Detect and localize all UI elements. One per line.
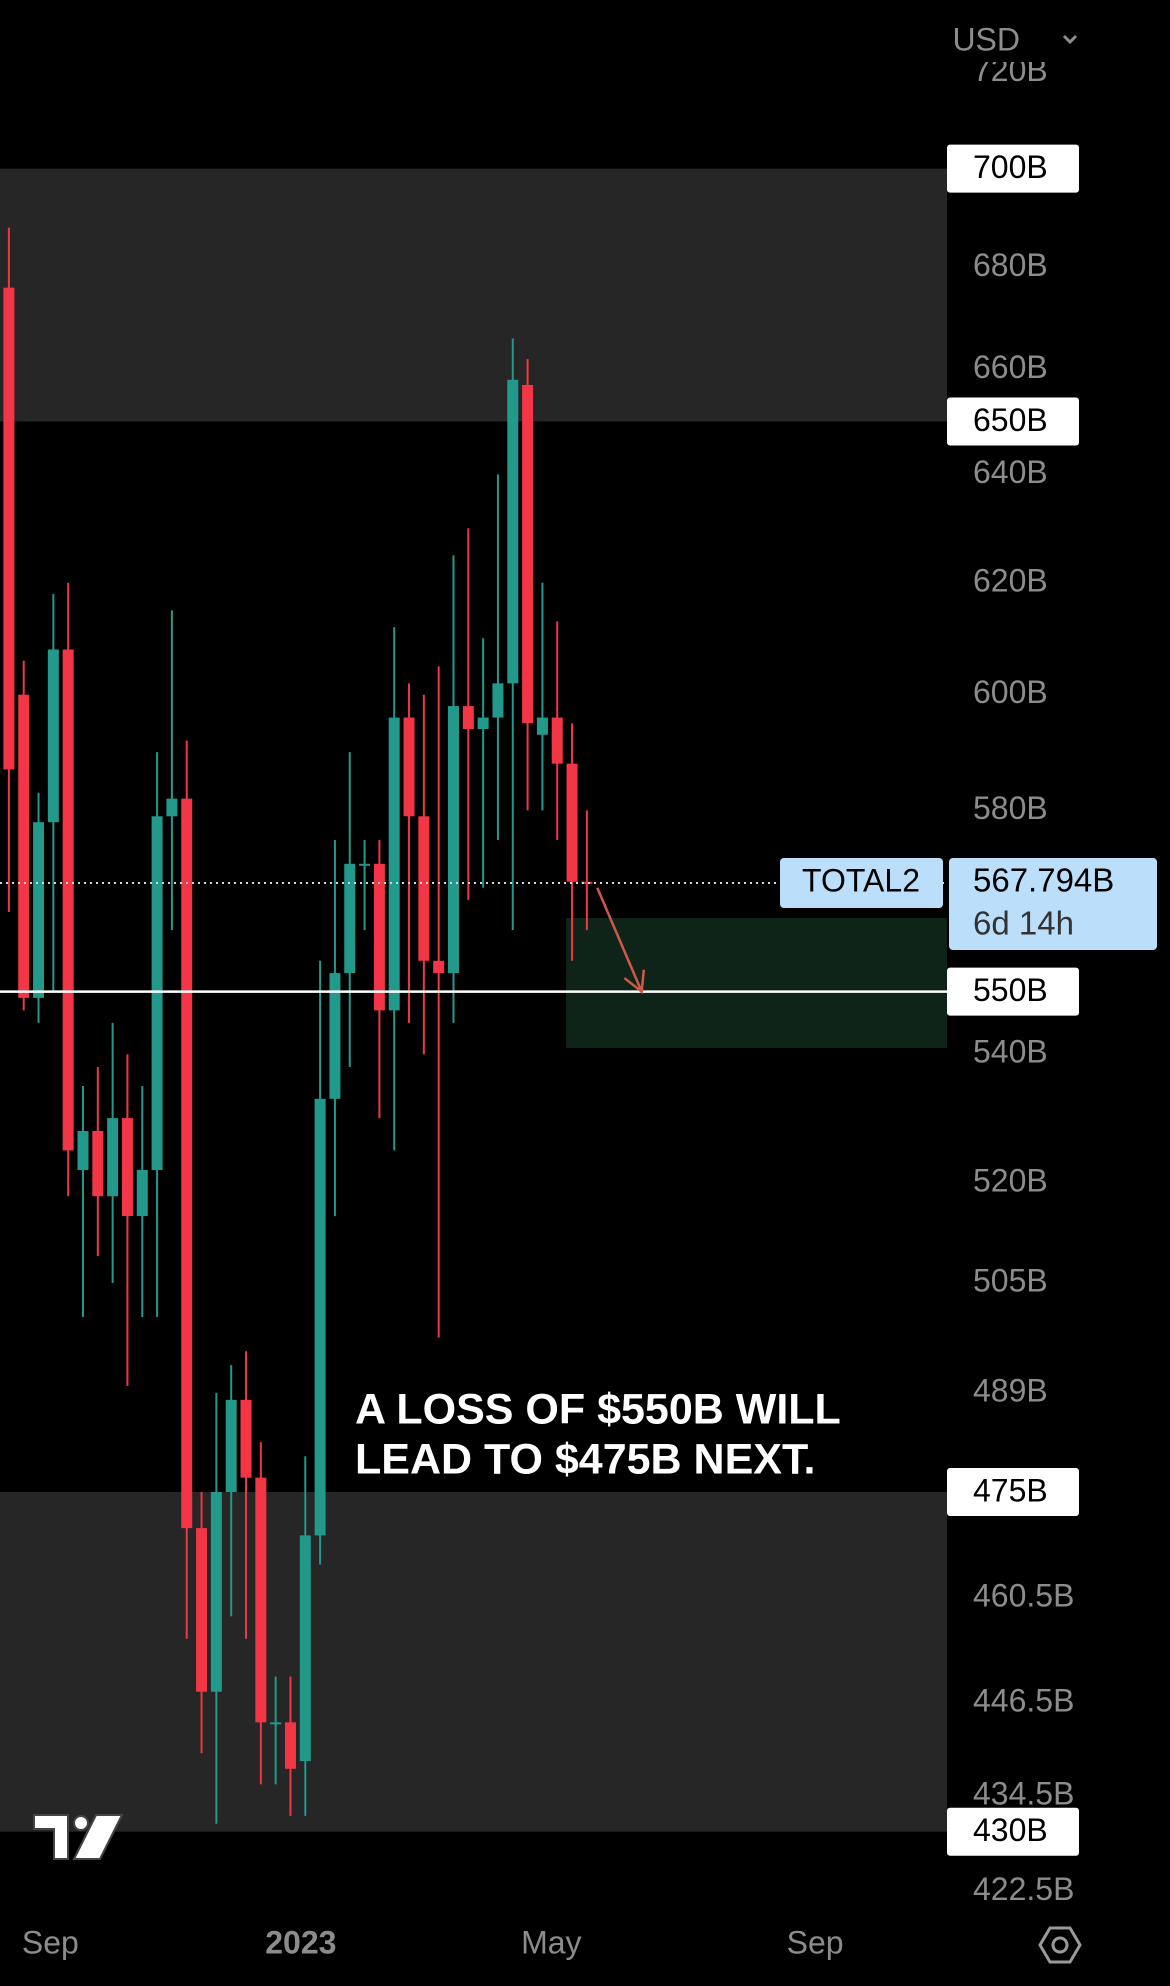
candle-body (225, 1399, 237, 1493)
y-tick-label: 422.5B (973, 1871, 1074, 1907)
candle-body (359, 863, 371, 866)
annotation: LEAD TO $475B NEXT. (355, 1435, 815, 1483)
y-tick-label: 505B (973, 1262, 1048, 1298)
y-tick-label: 460.5B (973, 1577, 1074, 1613)
last-price-label: 567.794B (973, 862, 1114, 899)
x-tick-label: May (521, 1924, 581, 1960)
y-tick-label: 446.5B (973, 1683, 1074, 1719)
candle-body (329, 973, 341, 1099)
candle-body (151, 816, 163, 1170)
candle-body (33, 822, 45, 998)
level-label-bg (947, 397, 1079, 446)
candle-body (536, 717, 548, 735)
candle-body (507, 379, 519, 684)
candle-body (166, 798, 178, 817)
level-label: 650B (973, 402, 1048, 438)
candle-body (270, 1722, 282, 1725)
candle-body (255, 1477, 267, 1723)
level-label-bg (947, 1807, 1079, 1856)
x-tick-label: 2023 (265, 1924, 336, 1960)
candle-body (62, 649, 74, 1151)
y-tick-label: 600B (973, 674, 1048, 710)
y-tick-label: 580B (973, 790, 1048, 826)
candle-body (3, 287, 15, 770)
candle-body (551, 717, 563, 764)
x-tick-label: Sep (22, 1924, 79, 1960)
candle-body (240, 1399, 252, 1478)
candle-body (210, 1492, 222, 1692)
candle-body (136, 1169, 148, 1217)
candle-body (18, 694, 30, 998)
candle-body (403, 717, 415, 817)
candle-body (92, 1130, 104, 1197)
symbol-label-bg (780, 858, 943, 909)
candle-body (433, 960, 445, 974)
tradingview-logo (33, 1814, 124, 1860)
level-label-bg (947, 1468, 1079, 1517)
candle-body (77, 1130, 89, 1170)
candle-body (181, 798, 193, 1529)
candle-body (566, 763, 578, 882)
annotation: A LOSS OF $550B WILL (355, 1385, 841, 1433)
y-tick-label: 620B (973, 562, 1048, 598)
arrow-head (623, 969, 646, 995)
y-tick-label: 540B (973, 1034, 1048, 1070)
y-tick-label: 640B (973, 454, 1048, 490)
level-label: 475B (973, 1472, 1048, 1508)
candle-body (344, 863, 356, 974)
level-label: 700B (973, 149, 1048, 185)
symbol-label: TOTAL2 (802, 862, 920, 898)
level-label-bg (947, 144, 1079, 193)
last-price-bg (949, 858, 1157, 951)
candle-body (477, 717, 489, 730)
level-label: 550B (973, 972, 1048, 1008)
candle-body (284, 1722, 296, 1769)
candle-body (462, 706, 474, 730)
y-tick-label: 489B (973, 1372, 1048, 1408)
arrow-shaft (596, 887, 643, 993)
candle-body (314, 1098, 326, 1536)
currency-caret[interactable] (1062, 34, 1078, 45)
candles (3, 227, 593, 1824)
candle-body (581, 881, 593, 884)
candle-body (47, 649, 59, 823)
candle-body (492, 683, 504, 718)
candle-body (522, 384, 534, 724)
y-tick-label: 520B (973, 1163, 1048, 1199)
candle-body (121, 1118, 133, 1217)
candle-body (418, 816, 430, 961)
zone (0, 1492, 947, 1832)
zones: 720B680B660B640B620B600B580B540B520B505B… (0, 52, 1074, 1960)
header-bg (0, 0, 1170, 62)
candle-body (373, 863, 385, 1011)
x-tick-label: Sep (787, 1924, 844, 1960)
currency-selector[interactable]: USD (952, 21, 1020, 57)
y-tick-label: 660B (973, 349, 1048, 385)
settings-icon[interactable] (1038, 1926, 1082, 1964)
candle-body (299, 1535, 311, 1761)
candle-body (107, 1118, 119, 1197)
target-box (566, 918, 947, 1048)
y-tick-label: 680B (973, 247, 1048, 283)
candle-body (388, 717, 400, 1011)
y-tick-label: 434.5B (973, 1776, 1074, 1812)
countdown-label: 6d 14h (973, 905, 1074, 942)
level-label: 430B (973, 1812, 1048, 1848)
zone (0, 168, 947, 422)
level-label-bg (947, 967, 1079, 1016)
candle-body (196, 1528, 208, 1692)
candle-body (447, 706, 459, 974)
